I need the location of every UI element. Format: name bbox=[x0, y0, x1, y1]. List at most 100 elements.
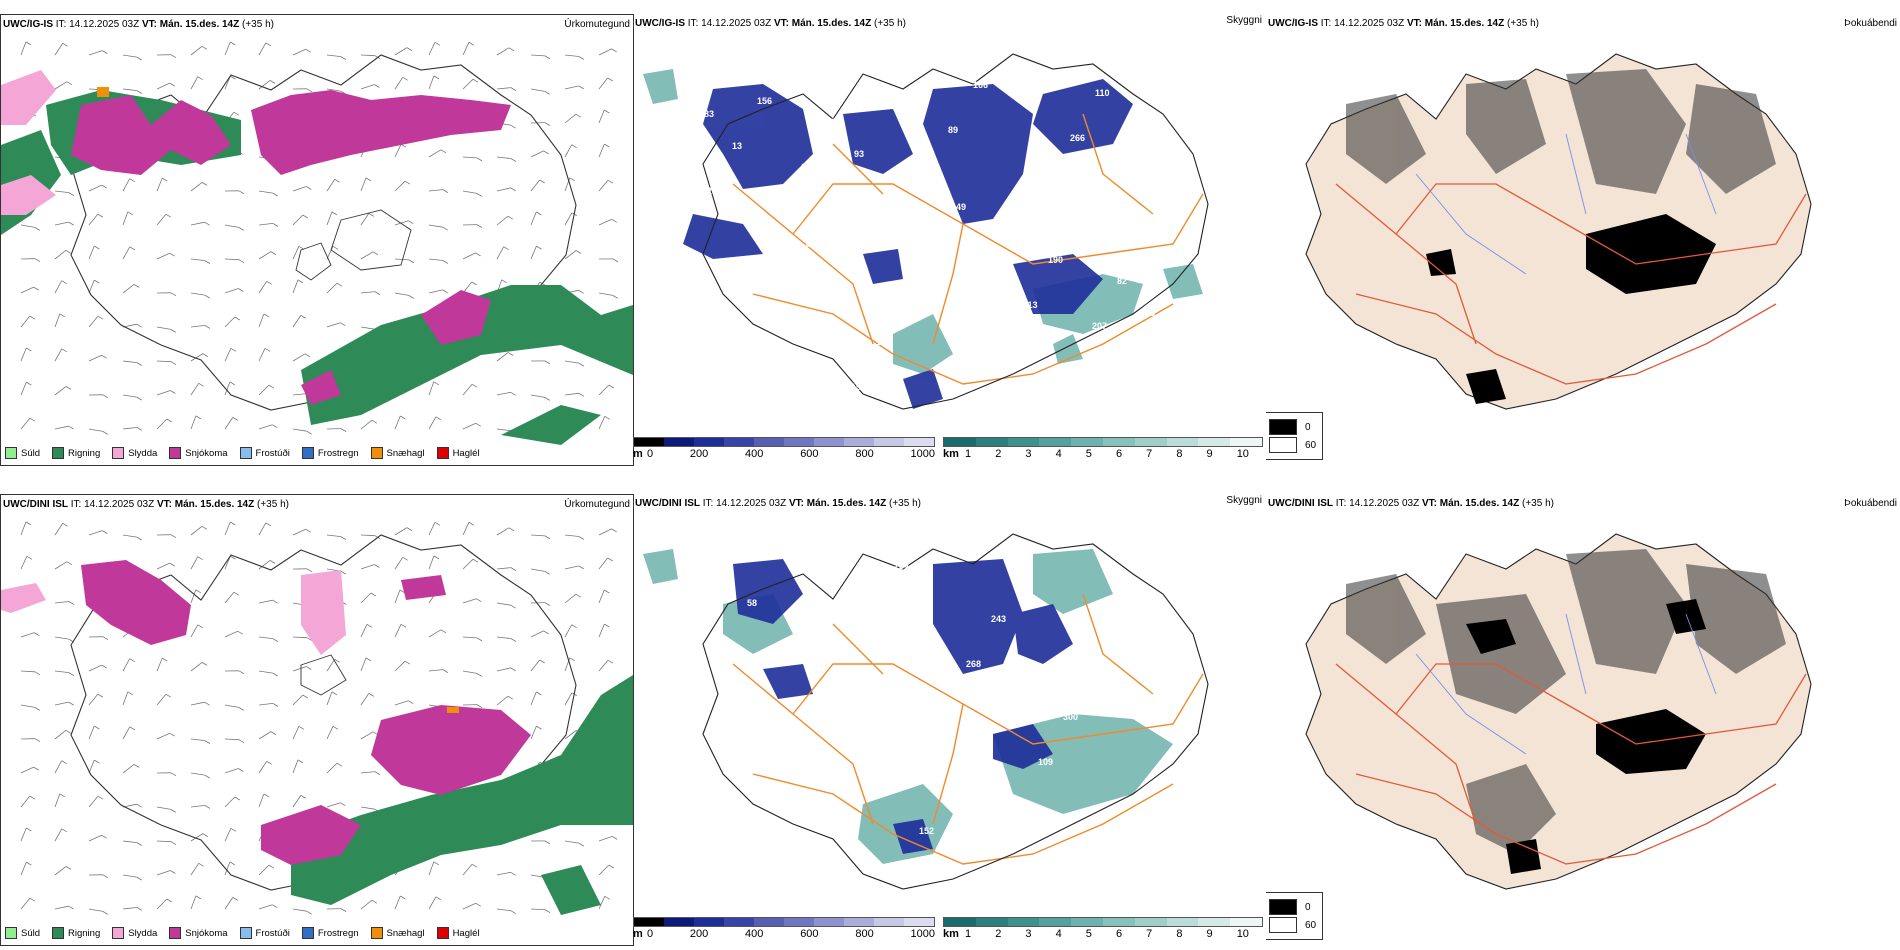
wind-barb bbox=[190, 589, 197, 604]
legend-swatch bbox=[52, 927, 65, 939]
ceiling-value-label: 58 bbox=[747, 598, 757, 608]
colorbar-swatch bbox=[1102, 438, 1135, 446]
wind-barb bbox=[224, 521, 231, 536]
wind-barb-feather bbox=[365, 177, 372, 182]
wind-barb bbox=[224, 897, 234, 910]
wind-barb-feather bbox=[368, 693, 375, 697]
wind-barb-feather bbox=[170, 534, 177, 539]
ceiling-value-label: 159 bbox=[779, 284, 794, 294]
colorbar-ticks: 0 200 400 600 800 1000 bbox=[647, 448, 935, 460]
rivers bbox=[1415, 613, 1717, 755]
wind-barb bbox=[54, 701, 69, 706]
wind-barb-feather bbox=[270, 251, 277, 255]
wind-barb-feather bbox=[435, 896, 442, 901]
snow-area bbox=[71, 90, 511, 405]
wind-barb-feather bbox=[25, 521, 32, 526]
wind-barb-feather bbox=[306, 430, 313, 435]
legend-item: Súld bbox=[5, 447, 40, 459]
wind-barb bbox=[496, 567, 511, 570]
wind-barb bbox=[564, 534, 579, 537]
ceiling-value-label: 33 bbox=[1020, 223, 1030, 233]
wind-barb bbox=[122, 246, 131, 260]
rivers bbox=[1415, 133, 1717, 275]
wind-barb-feather bbox=[129, 726, 136, 731]
wind-barb-feather bbox=[33, 766, 39, 771]
wind-barb-feather bbox=[26, 861, 32, 866]
wind-barb-feather bbox=[400, 895, 406, 900]
wind-barb-feather bbox=[435, 416, 442, 421]
wind-barb-feather bbox=[201, 182, 208, 186]
colorbar-swatch bbox=[1102, 918, 1135, 926]
wind-barb-feather bbox=[400, 623, 407, 628]
colorbar-swatch bbox=[754, 438, 784, 446]
wind-barb-feather bbox=[26, 347, 32, 352]
legend-label: Snjókoma bbox=[185, 927, 228, 939]
wind-barb-feather bbox=[297, 759, 304, 764]
wind-barb bbox=[598, 218, 612, 226]
wind-barb bbox=[258, 864, 270, 876]
tick-label: 9 bbox=[1206, 928, 1213, 940]
model-name: UWC/DINI ISL bbox=[635, 498, 700, 509]
wind-barb-feather bbox=[340, 570, 347, 575]
fog-index-panel-bottom: UWC/DINI ISL IT: 14.12.2025 03Z VT: Mán.… bbox=[1266, 494, 1900, 944]
legend-label: Slydda bbox=[128, 447, 158, 459]
wind-barb bbox=[20, 556, 28, 570]
wind-barb bbox=[156, 840, 172, 843]
wind-barb-feather bbox=[607, 179, 614, 184]
wind-barb-feather bbox=[604, 895, 611, 900]
wind-barb bbox=[156, 898, 168, 910]
wind-barb bbox=[54, 905, 69, 910]
wind-barb-feather bbox=[544, 122, 551, 126]
ceiling-value-label: 127 bbox=[804, 239, 819, 249]
wind-barb-feather bbox=[331, 691, 338, 696]
ceiling-value-label: 254 bbox=[894, 561, 909, 571]
fog-index-panel-top: UWC/IG-IS IT: 14.12.2025 03Z VT: Mán. 15… bbox=[1266, 14, 1900, 464]
wind-barb-feather bbox=[575, 593, 582, 598]
it-value: 14.12.2025 03Z bbox=[69, 19, 140, 30]
wind-barb-feather bbox=[136, 362, 143, 366]
wind-barb bbox=[428, 224, 443, 228]
wind-barb-feather bbox=[306, 568, 313, 573]
wind-barb bbox=[190, 182, 203, 192]
tick-label: 5 bbox=[1085, 448, 1092, 460]
wind-barb-feather bbox=[608, 864, 615, 869]
vt-value: Mán. 15.des. 14Z bbox=[174, 499, 255, 510]
wind-barb bbox=[394, 47, 408, 56]
colorbar-swatches bbox=[633, 437, 935, 447]
wind-barb-feather bbox=[536, 725, 542, 730]
wind-barb-feather bbox=[340, 908, 347, 912]
wind-barb-feather bbox=[539, 659, 545, 664]
ceiling-colorbar: 0 200 400 600 800 1000 bbox=[633, 437, 935, 460]
wind-barb bbox=[54, 793, 61, 808]
tick-label: 10 bbox=[1236, 928, 1249, 940]
colorbar-swatch bbox=[944, 438, 976, 446]
iceland-outline bbox=[702, 53, 1209, 410]
wind-barb bbox=[292, 666, 307, 672]
wind-barb-feather bbox=[102, 431, 109, 435]
wind-barb bbox=[394, 258, 410, 261]
colorbar-swatch bbox=[975, 918, 1008, 926]
ceiling-value-label: 89 bbox=[948, 125, 958, 135]
wind-barb-feather bbox=[612, 295, 619, 299]
wind-barb bbox=[88, 213, 99, 226]
visibility-colorbar: 1 2 3 4 5 6 7 8 9 10 bbox=[943, 437, 1263, 460]
wind-barb-feather bbox=[302, 214, 309, 219]
wind-barb bbox=[122, 534, 137, 538]
wind-barb bbox=[428, 381, 435, 396]
colorbar-swatch bbox=[1071, 918, 1103, 926]
legend-label: Snæhagl bbox=[386, 447, 425, 459]
tick-label: 9 bbox=[1206, 448, 1213, 460]
wind-barb-feather bbox=[297, 279, 304, 284]
wind-barb bbox=[598, 528, 612, 536]
wind-barb-feather bbox=[402, 556, 408, 561]
tick-label: 0 bbox=[647, 928, 654, 940]
wind-barb bbox=[54, 386, 67, 396]
wind-barb bbox=[360, 657, 367, 672]
ceiling-value-label: 219 bbox=[869, 606, 884, 616]
colorbar-swatches bbox=[633, 917, 935, 927]
wind-barb bbox=[394, 180, 406, 192]
wind-barb bbox=[462, 902, 476, 910]
panel-header: UWC/DINI ISL IT: 14.12.2025 03Z VT: Mán.… bbox=[1268, 498, 1554, 509]
wind-barb bbox=[394, 144, 402, 158]
wind-barb bbox=[292, 48, 306, 56]
